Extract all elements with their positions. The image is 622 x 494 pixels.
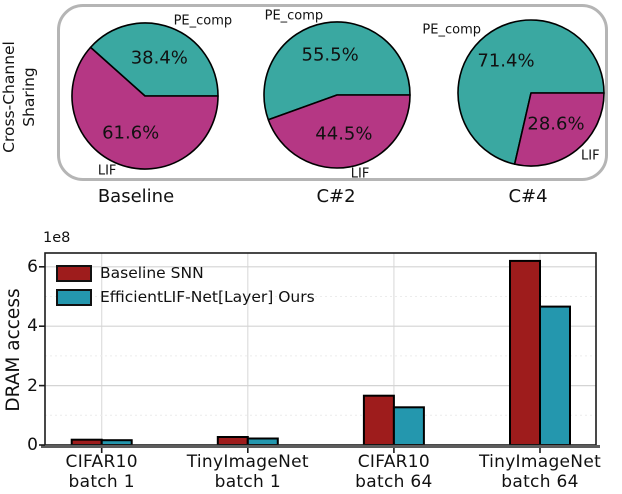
pie-C#4-pct-LIF: 28.6% [527,113,584,134]
pie-Baseline-slice-PE_comp [89,22,219,97]
bar-cifar10-batch-64-efficientlif-net-layer-ours [392,406,425,447]
x-tick-line1: CIFAR10 [357,452,431,472]
bar-tinyimagenet-batch-1-efficientlif-net-layer-ours [246,437,279,446]
pie-Baseline-pct-LIF: 61.6% [102,123,159,144]
pie-C#2-pct-LIF: 44.5% [315,124,372,145]
x-tick-line2: batch 1 [68,472,135,493]
bar-chart-svg [39,252,600,453]
legend-swatch-efficientlif [56,288,92,306]
y-tick-4: 4 [27,316,38,337]
y-tick-6: 6 [27,256,38,277]
pie-panel: Cross-Channel Sharing 38.4% PE_comp 61.6% L… [0,0,622,224]
x-tick-line2: batch 1 [214,472,281,493]
pie-C#4-label-LIF: LIF [581,148,600,163]
x-tick-tinyimagenet-batch1: TinyImageNet batch 1 [158,452,338,492]
x-tick-line1: TinyImageNet [186,452,309,472]
bar-cifar10-batch-64-baseline-snn [362,394,395,446]
y-axis-scale-label: 1e8 [43,230,71,246]
x-tick-line1: CIFAR10 [65,452,138,472]
pie-C#2-slice-PE_comp [263,21,411,121]
pie-caption-c4: C#4 [508,186,548,207]
pie-Baseline-pct-PE_comp: 38.4% [131,48,188,69]
pie-C#4-label-PE_comp: PE_comp [422,23,481,38]
x-tick-cifar10-batch1: CIFAR10 batch 1 [12,452,192,492]
pie-C#2-slice-LIF [267,94,411,169]
legend-label-baseline-snn: Baseline SNN [100,264,204,282]
x-tick-line2: batch 64 [355,472,433,493]
pie-Baseline-label-PE_comp: PE_comp [174,14,233,29]
bar-chart-panel: 1e8 DRAM access 0 2 4 6 CIFAR10 batch 1 … [0,224,622,494]
legend: Baseline SNN EfficientLIF-Net[Layer] Our… [56,264,315,312]
pie-caption-baseline: Baseline [97,186,175,207]
bar-tinyimagenet-batch-64-efficientlif-net-layer-ours [539,305,571,446]
pie-C#2-pct-PE_comp: 55.5% [302,44,359,65]
pie-Baseline-label-LIF: LIF [98,164,117,179]
legend-label-efficientlif: EfficientLIF-Net[Layer] Ours [100,288,315,306]
pie-C#2-label-PE_comp: PE_comp [265,8,324,23]
bar-tinyimagenet-batch-1-baseline-snn [216,436,249,446]
x-tick-tinyimagenet-batch64: TinyImageNet batch 64 [450,452,622,492]
x-tick-line2: batch 64 [501,472,579,493]
x-tick-line1: TinyImageNet [478,452,602,472]
pie-Baseline-slice-LIF [71,46,219,170]
pie-C#2-label-LIF: LIF [351,167,370,182]
y-tick-0: 0 [27,435,38,455]
legend-item-efficientlif: EfficientLIF-Net[Layer] Ours [56,288,315,306]
pie-C#4-slice-LIF [513,92,605,167]
legend-item-baseline-snn: Baseline SNN [56,264,315,282]
pie-C#4-pct-PE_comp: 71.4% [477,51,534,72]
pie-charts-svg: 38.4% PE_comp 61.6% LIF 55.5% PE_comp 44.5% LIF… [71,8,605,182]
y-tick-2: 2 [27,375,38,396]
bar-tinyimagenet-batch-64-baseline-snn [509,259,541,447]
legend-swatch-baseline-snn [56,264,92,282]
pie-caption-c2: C#2 [316,186,356,207]
pie-C#4-slice-PE_comp [457,19,605,165]
x-tick-cifar10-batch64: CIFAR10 batch 64 [304,452,484,492]
